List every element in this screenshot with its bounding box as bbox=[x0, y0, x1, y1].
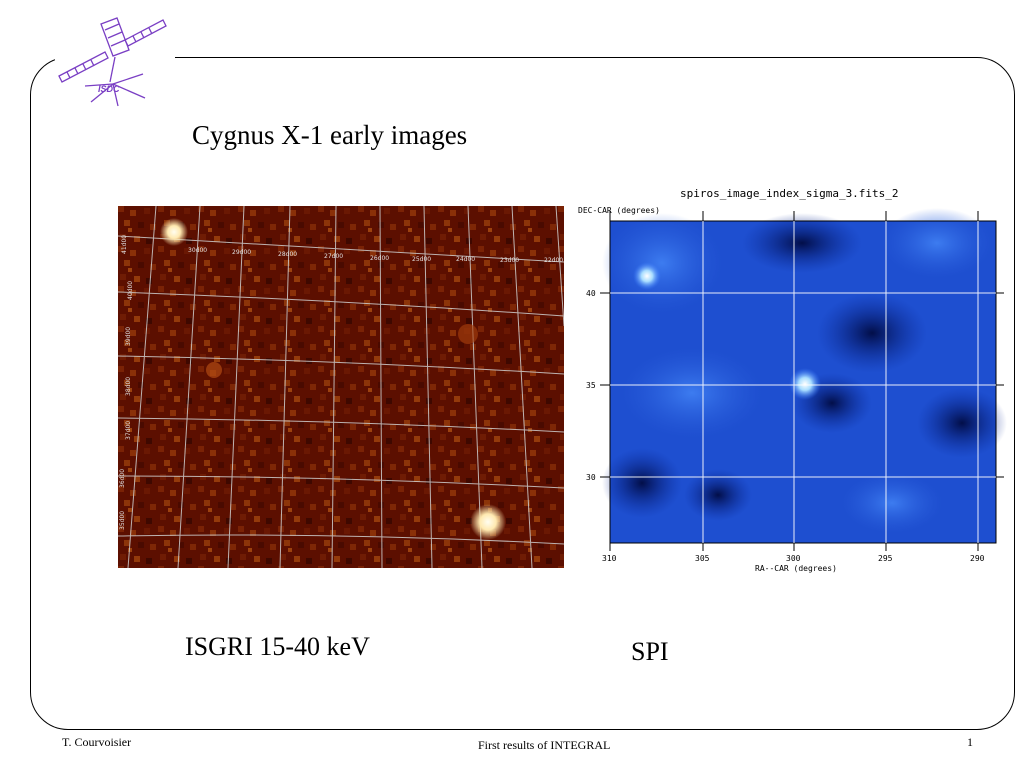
spi-y-tick: 35 bbox=[586, 381, 596, 390]
isgri-top-label: 25d00 bbox=[412, 256, 431, 263]
logo-text: ISDC bbox=[98, 84, 120, 94]
caption-isgri: ISGRI 15-40 keV bbox=[185, 632, 370, 661]
slide-frame bbox=[30, 57, 1015, 730]
page-number: 1 bbox=[967, 735, 973, 749]
isgri-source-top bbox=[160, 218, 188, 246]
isgri-top-label: 26d00 bbox=[370, 255, 389, 262]
isgri-top-label: 28d00 bbox=[278, 251, 297, 258]
spi-x-axis-label: RA--CAR (degrees) bbox=[755, 564, 837, 573]
isgri-top-label: 29d00 bbox=[232, 249, 251, 256]
isgri-top-label: 24d00 bbox=[456, 256, 475, 263]
spi-source-left bbox=[633, 262, 661, 290]
spi-x-tick: 295 bbox=[878, 554, 893, 563]
spi-image: spiros_image_index_sigma_3.fits_2 DEC-CA… bbox=[578, 187, 1007, 573]
isgri-image: 30d00 29d00 28d00 27d00 26d00 25d00 24d0… bbox=[118, 206, 564, 568]
isdc-logo: ISDC bbox=[58, 17, 167, 107]
isgri-top-label: 23d00 bbox=[500, 257, 519, 264]
footer-title: First results of INTEGRAL bbox=[478, 738, 611, 752]
isgri-left-label: 38d00 bbox=[125, 377, 132, 396]
spi-x-tick: 305 bbox=[695, 554, 710, 563]
slide-title: Cygnus X-1 early images bbox=[192, 120, 468, 150]
spi-x-tick: 290 bbox=[970, 554, 985, 563]
spi-source-cygx1 bbox=[789, 368, 821, 400]
spi-grid bbox=[610, 221, 996, 543]
spi-plot-area bbox=[602, 208, 1007, 544]
isgri-left-label: 41d00 bbox=[121, 235, 128, 254]
spi-y-tick: 40 bbox=[586, 289, 596, 298]
isgri-left-label: 37d00 bbox=[125, 421, 132, 440]
isgri-left-label: 36d00 bbox=[119, 469, 126, 488]
satellite-icon bbox=[58, 17, 167, 107]
footer-author: T. Courvoisier bbox=[62, 735, 132, 749]
isgri-top-label: 27d00 bbox=[324, 253, 343, 260]
spi-x-tick: 310 bbox=[602, 554, 617, 563]
isgri-left-label: 39d00 bbox=[125, 327, 132, 346]
spi-y-tick: 30 bbox=[586, 473, 596, 482]
spi-x-tick: 300 bbox=[786, 554, 801, 563]
caption-spi: SPI bbox=[631, 637, 669, 666]
spi-title: spiros_image_index_sigma_3.fits_2 bbox=[680, 187, 899, 200]
isgri-left-label: 40d00 bbox=[127, 281, 134, 300]
isgri-left-label: 35d00 bbox=[119, 511, 126, 530]
isgri-top-label: 30d00 bbox=[188, 247, 207, 254]
spi-y-axis-label: DEC-CAR (degrees) bbox=[578, 206, 660, 215]
isgri-top-label: 22d00 bbox=[544, 257, 563, 264]
isgri-source-cygx1 bbox=[470, 504, 506, 540]
